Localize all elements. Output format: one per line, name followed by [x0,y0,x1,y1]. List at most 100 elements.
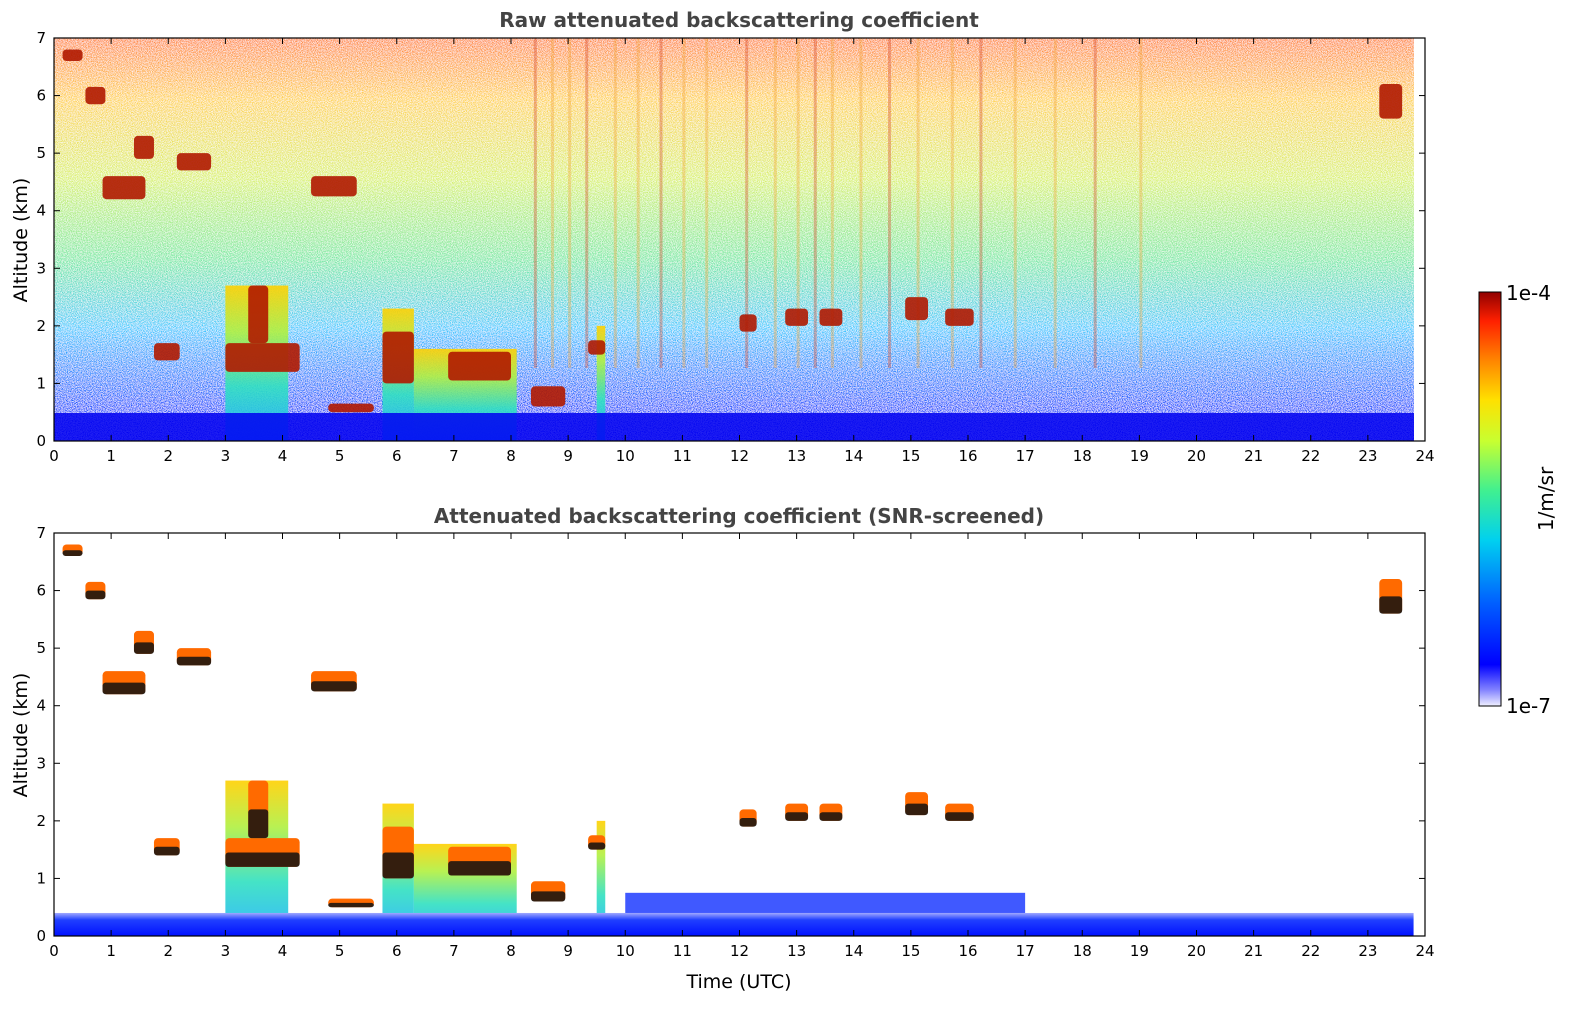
x-tick-label: 7 [449,447,459,465]
precip-streak [585,38,589,368]
cloud-layer [382,331,414,384]
cloud-layer-core [905,803,929,816]
y-tick-label: 5 [36,144,46,162]
precip-streak [636,38,640,368]
cloud-layer-core [328,902,374,908]
y-tick-label: 3 [36,259,46,277]
x-tick-label: 3 [221,447,231,465]
x-tick-label: 11 [673,447,692,465]
x-tick-label: 21 [1244,942,1263,960]
aerosol-plume [596,325,606,441]
precip-streak [888,38,892,368]
x-tick-label: 12 [730,447,749,465]
y-tick-label: 7 [36,29,46,47]
boundary-layer-growth [625,892,1026,913]
top-panel-title: Raw attenuated backscattering coefficien… [499,8,979,32]
precip-streak [745,38,749,368]
precip-streak [659,38,663,368]
x-tick-label: 10 [616,447,635,465]
x-tick-label: 8 [506,942,516,960]
x-tick-label: 7 [449,942,459,960]
cloud-layer-core [945,812,974,821]
cloud-layer-core [225,852,300,867]
precip-streak [979,38,983,368]
x-tick-label: 23 [1358,942,1377,960]
cloud-layer [739,314,757,332]
y-tick-label: 6 [36,87,46,105]
colorbar-min-label: 1e-7 [1506,694,1551,718]
precip-streak [1013,38,1017,368]
x-tick-label: 8 [506,447,516,465]
x-tick-label: 16 [958,942,977,960]
precip-streak [773,38,777,368]
cloud-layer-core [382,852,414,879]
precip-streak [533,38,537,368]
precip-streak [830,38,834,368]
x-tick-label: 19 [1130,942,1149,960]
precip-streak [796,38,800,368]
y-tick-label: 5 [36,639,46,657]
y-tick-label: 6 [36,582,46,600]
cloud-layer [225,343,300,372]
y-tick-label: 7 [36,524,46,542]
cloud-layer-core [85,590,106,600]
snr-screened-panel: Attenuated backscattering coefficient (S… [10,504,1435,993]
bottom-x-axis: 0 1 2 3 4 5 6 7 8 9 10 11 12 13 14 15 16 17 18 19 20 21 22 23 24 [49,533,1435,960]
top-y-axis-label: Altitude (km) [10,178,32,303]
precip-streak [916,38,920,368]
x-tick-label: 21 [1244,447,1263,465]
precip-streak [568,38,572,368]
x-tick-label: 19 [1130,447,1149,465]
precip-streak [813,38,817,368]
precip-streak [950,38,954,368]
cloud-layer [102,176,146,200]
bottom-y-axis: 0 1 2 3 4 5 6 7 [36,524,1425,945]
cloud-layer-core [739,817,757,827]
cloud-layer-core [176,656,212,666]
precip-streak [1093,38,1097,368]
x-tick-label: 10 [616,942,635,960]
colorbar-max-label: 1e-4 [1506,281,1551,305]
colorbar-gradient [1478,291,1502,707]
y-tick-label: 2 [36,317,46,335]
cloud-layer [133,135,154,159]
x-tick-label: 0 [49,447,59,465]
cloud-layer [153,343,180,361]
cloud-layer-core [819,812,843,821]
x-tick-label: 0 [49,942,59,960]
x-tick-label: 1 [106,942,116,960]
x-tick-label: 14 [844,447,863,465]
x-axis-label: Time (UTC) [685,971,791,993]
x-tick-label: 17 [1016,942,1035,960]
x-tick-label: 22 [1301,447,1320,465]
x-tick-label: 11 [673,942,692,960]
cloud-layer [905,297,929,321]
cloud-layer [311,176,357,197]
x-tick-label: 24 [1415,447,1434,465]
raw-heatmap [54,38,1425,441]
x-tick-label: 13 [787,942,806,960]
x-tick-label: 13 [787,447,806,465]
x-tick-label: 5 [335,447,345,465]
cloud-layer [62,49,83,62]
cloud-layer-core [311,681,357,692]
precip-streak [1139,38,1143,368]
x-tick-label: 22 [1301,942,1320,960]
x-tick-label: 2 [163,942,173,960]
precip-streak [1053,38,1057,368]
precip-streak [613,38,617,368]
x-tick-label: 18 [1073,447,1092,465]
x-tick-label: 4 [278,942,288,960]
cloud-layer [248,285,269,344]
cloud-layer [945,308,974,326]
cloud-layer [176,153,212,171]
cloud-layer [588,340,606,355]
colorbar: 1e-4 1e-7 1/m/sr [1478,281,1558,718]
cloud-layer-core [530,891,566,902]
cloud-layer-core [62,550,83,557]
precip-streak [550,38,554,368]
y-tick-label: 3 [36,754,46,772]
cloud-layer-core [588,842,606,850]
raw-backscatter-panel: Raw attenuated backscattering coefficien… [10,8,1435,465]
cloud-layer [448,351,511,381]
